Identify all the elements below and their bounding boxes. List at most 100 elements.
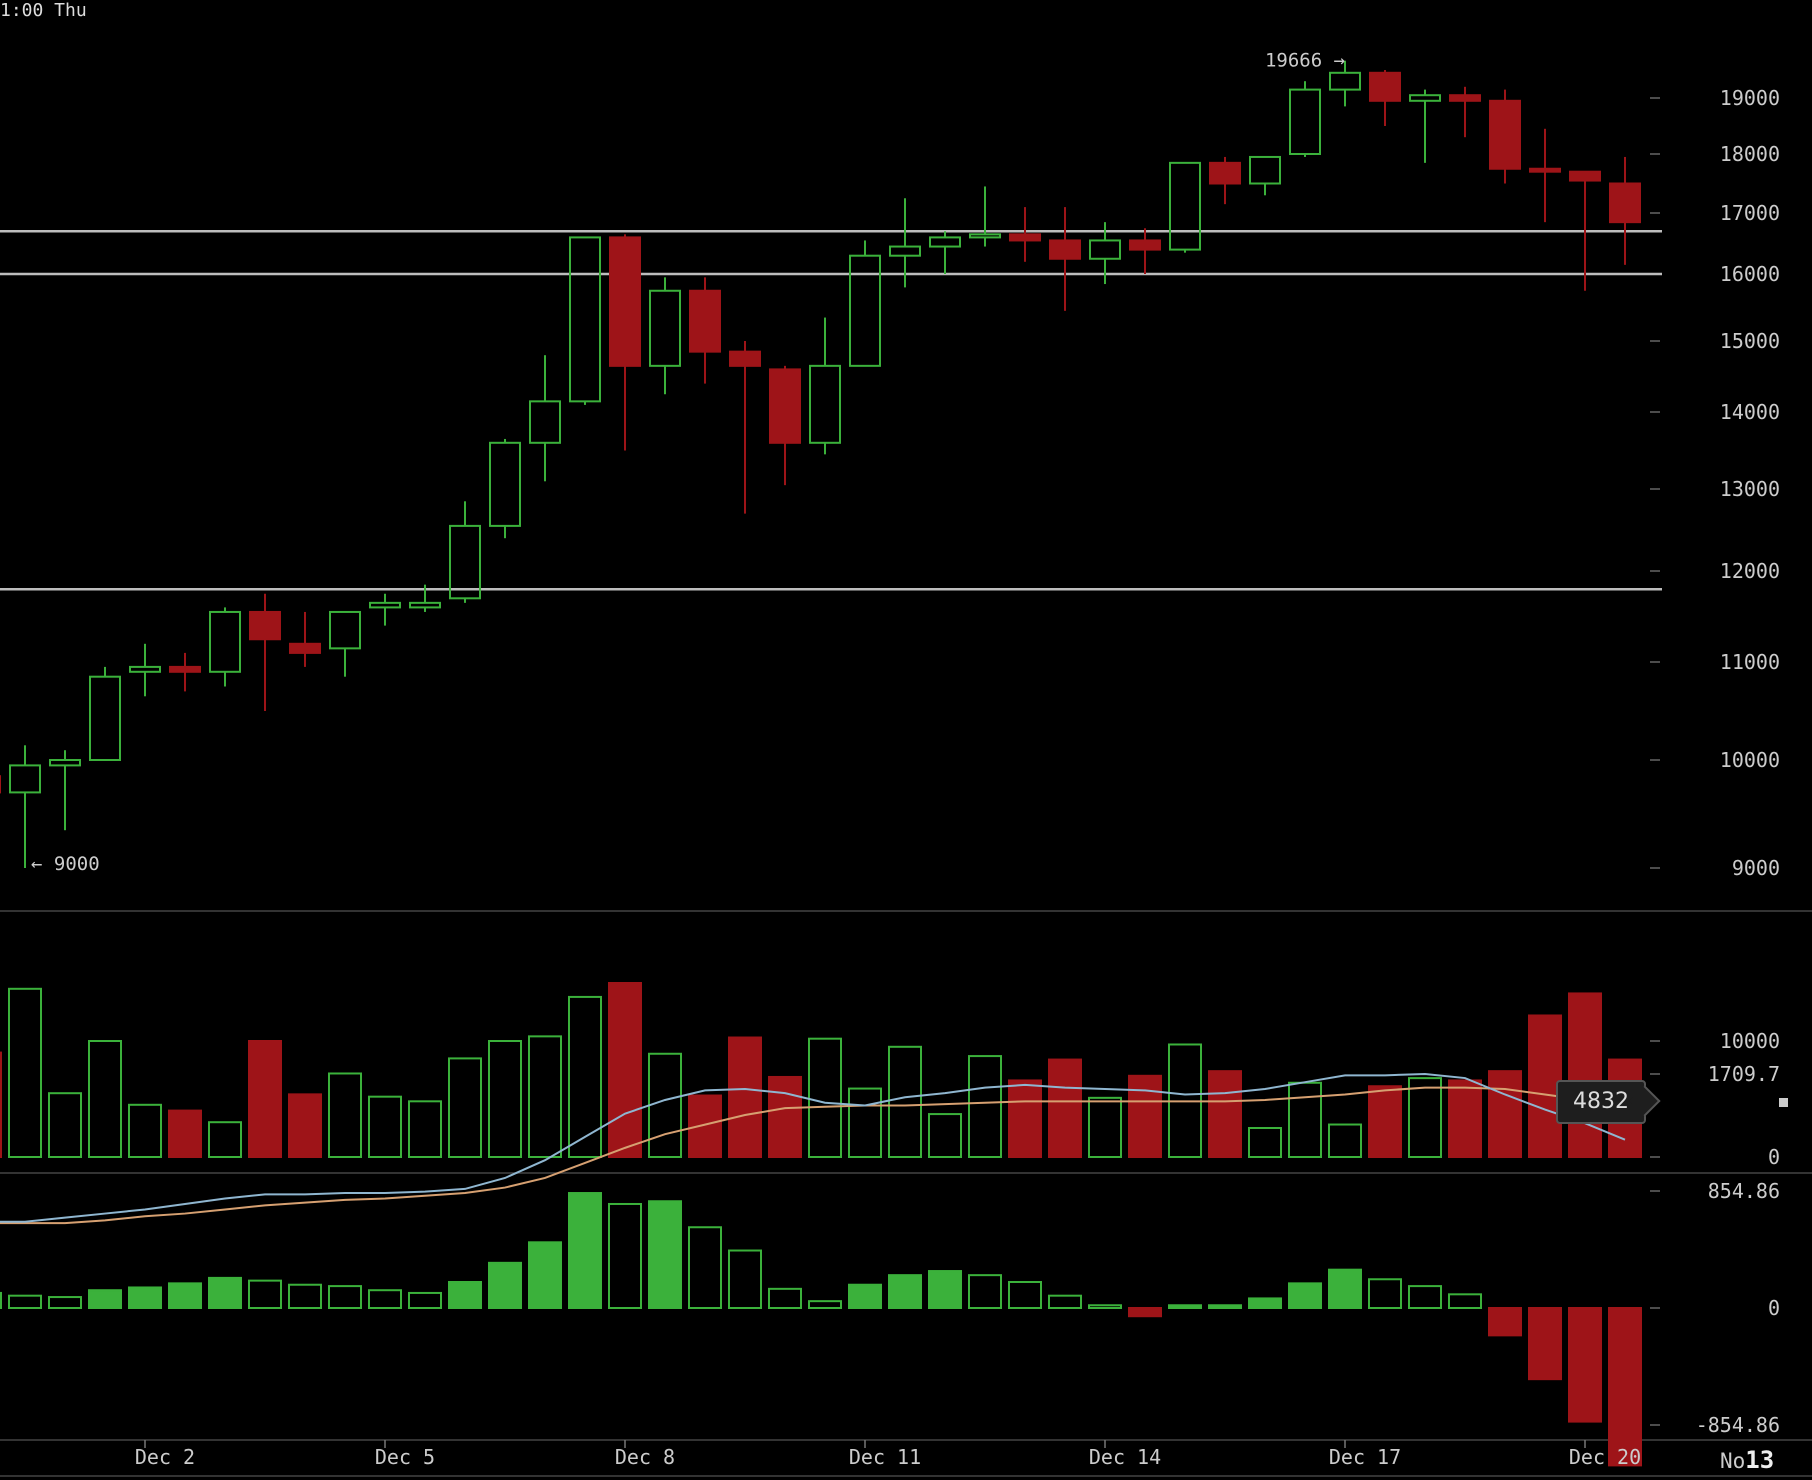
candle bbox=[889, 198, 921, 288]
macd-histogram-bar bbox=[408, 1291, 442, 1310]
candle bbox=[769, 365, 801, 486]
price-tick-label: 14000 bbox=[1720, 400, 1780, 424]
candle bbox=[649, 277, 681, 395]
macd-histogram-bar bbox=[568, 1192, 602, 1310]
month-badge: No13 bbox=[1720, 1446, 1774, 1474]
x-tick-label: Dec 2 bbox=[135, 1445, 195, 1469]
volume-bar bbox=[288, 1093, 322, 1158]
macd-histogram-bar bbox=[448, 1280, 482, 1309]
candle-body bbox=[249, 610, 281, 641]
macd-histogram-bar bbox=[968, 1274, 1002, 1309]
candle-body bbox=[329, 610, 361, 650]
candle bbox=[1329, 60, 1361, 107]
macd-histogram-bar bbox=[328, 1285, 362, 1310]
macd-histogram-bar bbox=[888, 1274, 922, 1309]
volume-bar bbox=[408, 1100, 442, 1158]
macd-histogram-bar bbox=[208, 1276, 242, 1309]
macd-tick-label: 1709.7 bbox=[1708, 1062, 1780, 1086]
macd-histogram-bar bbox=[48, 1296, 82, 1309]
candle-body bbox=[649, 289, 681, 367]
volume-bar bbox=[48, 1092, 82, 1158]
candle-body bbox=[1129, 239, 1161, 251]
volume-tick-label: 10000 bbox=[1720, 1029, 1780, 1053]
volume-bar bbox=[1208, 1070, 1242, 1159]
candle bbox=[129, 643, 161, 697]
volume-bar bbox=[248, 1040, 282, 1158]
macd-histogram-bar bbox=[1088, 1304, 1122, 1309]
annotation-high: 19666 → bbox=[1265, 50, 1345, 72]
candle-body bbox=[1609, 182, 1641, 224]
annotation-low: ← 9000 bbox=[31, 853, 100, 875]
candle-body bbox=[1409, 94, 1441, 102]
candle bbox=[409, 584, 441, 612]
volume-bar bbox=[208, 1121, 242, 1158]
macd-histogram-bar bbox=[128, 1286, 162, 1310]
candle bbox=[249, 593, 281, 711]
candle bbox=[1409, 89, 1441, 163]
volume-bar-edge bbox=[0, 1051, 2, 1158]
volume-bar bbox=[1048, 1058, 1082, 1159]
candle-body bbox=[609, 236, 641, 367]
macd-histogram-bar bbox=[368, 1289, 402, 1310]
candle-body bbox=[1489, 99, 1521, 170]
volume-bar bbox=[1128, 1074, 1162, 1159]
macd-histogram-bar bbox=[1408, 1285, 1442, 1310]
price-tick-label: 13000 bbox=[1720, 477, 1780, 501]
month-badge-value: 13 bbox=[1745, 1446, 1775, 1474]
volume-bar bbox=[8, 987, 42, 1158]
volume-tooltip: 4832 bbox=[1556, 1080, 1646, 1124]
candle-body bbox=[849, 254, 881, 367]
candle-body bbox=[1529, 167, 1561, 173]
macd-histogram-bar bbox=[1168, 1304, 1202, 1309]
macd-histogram-bar bbox=[528, 1241, 562, 1310]
time-label: 1:00 Thu bbox=[0, 0, 87, 21]
candle bbox=[609, 234, 641, 451]
candle bbox=[1009, 207, 1041, 262]
x-tick-label: Dec 5 bbox=[375, 1445, 435, 1469]
candle bbox=[1169, 161, 1201, 253]
candle bbox=[1529, 128, 1561, 223]
macd-histogram-bar bbox=[1008, 1280, 1042, 1309]
candle-body bbox=[129, 665, 161, 673]
macd-histogram-bar bbox=[688, 1226, 722, 1309]
macd-histogram-bar bbox=[608, 1202, 642, 1309]
candle-body bbox=[209, 610, 241, 673]
macd-histogram-bar bbox=[288, 1283, 322, 1309]
volume-bar bbox=[808, 1037, 842, 1159]
macd-histogram-bar bbox=[1608, 1307, 1642, 1467]
price-tick-label: 9000 bbox=[1732, 856, 1780, 880]
candle bbox=[929, 231, 961, 274]
candle-body bbox=[1169, 161, 1201, 251]
candle-body bbox=[689, 289, 721, 353]
candle-body bbox=[9, 764, 41, 794]
candle bbox=[329, 610, 361, 677]
macd-histogram-bar bbox=[488, 1261, 522, 1310]
macd-tick-label: 854.86 bbox=[1708, 1179, 1780, 1203]
candle bbox=[449, 501, 481, 603]
volume-bar bbox=[1488, 1070, 1522, 1159]
volume-bar bbox=[968, 1055, 1002, 1158]
macd-signal-line bbox=[0, 1086, 1626, 1225]
macd-histogram-bar bbox=[768, 1287, 802, 1310]
candle bbox=[369, 593, 401, 626]
volume-bar bbox=[368, 1095, 402, 1159]
macd-histogram-bar bbox=[8, 1294, 42, 1310]
x-tick-label: Dec 11 bbox=[849, 1445, 921, 1469]
macd-histogram-bar bbox=[1368, 1278, 1402, 1309]
volume-bar bbox=[768, 1075, 802, 1158]
candle-body bbox=[889, 245, 921, 257]
candle-body bbox=[1569, 170, 1601, 182]
volume-bar bbox=[328, 1072, 362, 1158]
macd-histogram-bar bbox=[168, 1282, 202, 1309]
candle bbox=[289, 611, 321, 667]
volume-bar bbox=[608, 982, 642, 1158]
macd-histogram-bar bbox=[1128, 1307, 1162, 1318]
macd-histogram-bar bbox=[88, 1289, 122, 1310]
macd-histogram-bar bbox=[1288, 1282, 1322, 1309]
candle bbox=[1209, 156, 1241, 205]
x-tick-label: Dec 14 bbox=[1089, 1445, 1161, 1469]
volume-tick-label: 0 bbox=[1768, 1145, 1780, 1169]
candle-body bbox=[409, 601, 441, 609]
macd-histogram-bar bbox=[1488, 1307, 1522, 1337]
